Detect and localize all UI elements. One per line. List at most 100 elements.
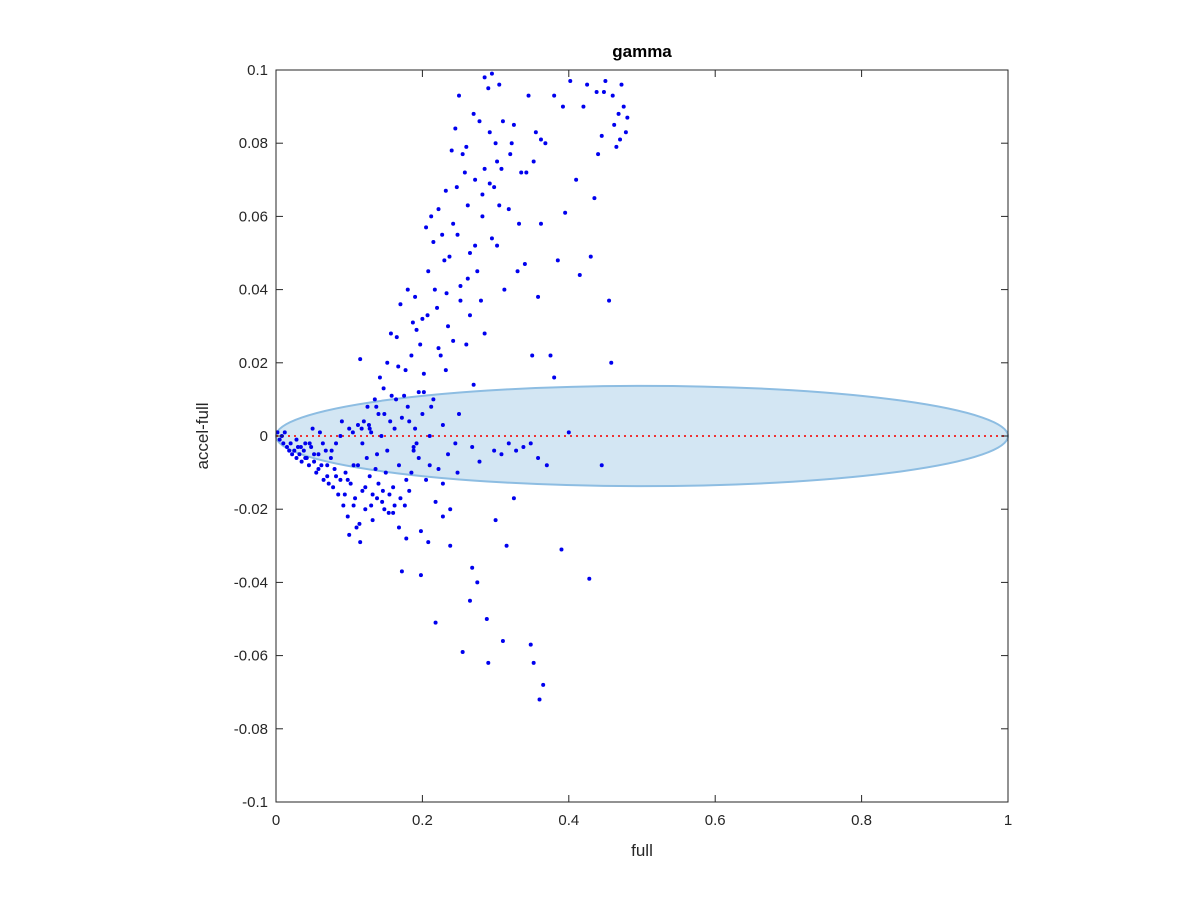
data-point: [361, 419, 366, 424]
data-point: [360, 488, 365, 493]
data-point: [429, 214, 434, 219]
data-point: [533, 130, 538, 135]
data-point: [538, 137, 543, 142]
data-point: [392, 503, 397, 508]
data-point: [443, 188, 448, 193]
data-point: [552, 93, 557, 98]
data-point: [495, 159, 500, 164]
data-point: [482, 331, 487, 336]
data-point: [396, 463, 401, 468]
data-point: [621, 104, 626, 109]
data-point: [414, 441, 419, 446]
data-point: [440, 481, 445, 486]
data-point: [297, 452, 302, 457]
data-point: [470, 565, 475, 570]
data-point: [425, 313, 430, 318]
data-point: [587, 576, 592, 581]
data-point: [281, 441, 286, 446]
y-tick-label: 0.04: [239, 282, 268, 299]
data-point: [486, 86, 491, 91]
data-point: [398, 302, 403, 307]
data-point: [380, 488, 385, 493]
data-point: [609, 360, 614, 365]
data-point: [420, 412, 425, 417]
data-point: [409, 470, 414, 475]
data-point: [489, 71, 494, 76]
data-point: [446, 324, 451, 329]
x-axis-label: full: [631, 841, 653, 860]
data-point: [359, 426, 364, 431]
data-point: [394, 335, 399, 340]
data-point: [364, 455, 369, 460]
data-point: [495, 243, 500, 248]
data-point: [449, 148, 454, 153]
data-point: [295, 444, 300, 449]
data-point: [347, 532, 352, 537]
data-point: [448, 507, 453, 512]
data-point: [465, 203, 470, 208]
data-point: [601, 89, 606, 94]
data-point: [522, 261, 527, 266]
data-point: [460, 649, 465, 654]
data-point: [444, 291, 449, 296]
data-point: [414, 327, 419, 332]
data-point: [536, 294, 541, 299]
data-point: [514, 448, 519, 453]
data-point: [526, 93, 531, 98]
data-point: [332, 466, 337, 471]
data-point: [625, 115, 630, 120]
data-point: [398, 496, 403, 501]
data-point: [508, 152, 513, 157]
data-point: [559, 547, 564, 552]
data-point: [453, 126, 458, 131]
data-point: [312, 459, 317, 464]
x-tick-label: 1: [1004, 812, 1012, 829]
data-point: [367, 474, 372, 479]
data-point: [448, 543, 453, 548]
data-point: [592, 196, 597, 201]
data-point: [388, 331, 393, 336]
data-point: [599, 133, 604, 138]
data-point: [440, 423, 445, 428]
data-point: [530, 353, 535, 358]
data-point: [363, 485, 368, 490]
data-point: [323, 448, 328, 453]
data-point: [457, 412, 461, 417]
data-point: [487, 181, 492, 186]
data-point: [351, 503, 356, 508]
data-point: [404, 477, 409, 482]
data-point: [382, 412, 387, 417]
data-point: [383, 470, 388, 475]
data-point: [404, 536, 409, 541]
data-point: [386, 510, 391, 515]
data-point: [409, 353, 414, 358]
data-point: [421, 371, 426, 376]
data-point: [413, 294, 418, 299]
data-point: [464, 144, 469, 149]
data-point: [416, 455, 421, 460]
data-point: [467, 313, 472, 318]
data-point: [460, 152, 465, 157]
data-point: [493, 141, 498, 146]
data-point: [603, 78, 608, 83]
data-point: [358, 357, 363, 362]
data-point: [312, 452, 317, 457]
data-point: [492, 185, 497, 190]
data-point: [458, 283, 463, 288]
data-point: [348, 481, 353, 486]
y-tick-label: 0.02: [239, 355, 268, 372]
data-point: [413, 426, 418, 431]
data-point: [440, 232, 445, 237]
data-point: [374, 404, 379, 409]
data-point: [426, 540, 431, 545]
data-point: [482, 75, 487, 80]
data-point: [363, 507, 368, 512]
data-point: [282, 430, 287, 435]
data-point: [484, 617, 489, 621]
data-point: [306, 463, 311, 468]
data-point: [531, 660, 536, 665]
data-point: [421, 390, 426, 395]
data-point: [515, 269, 520, 274]
x-tick-label: 0.4: [558, 812, 579, 829]
